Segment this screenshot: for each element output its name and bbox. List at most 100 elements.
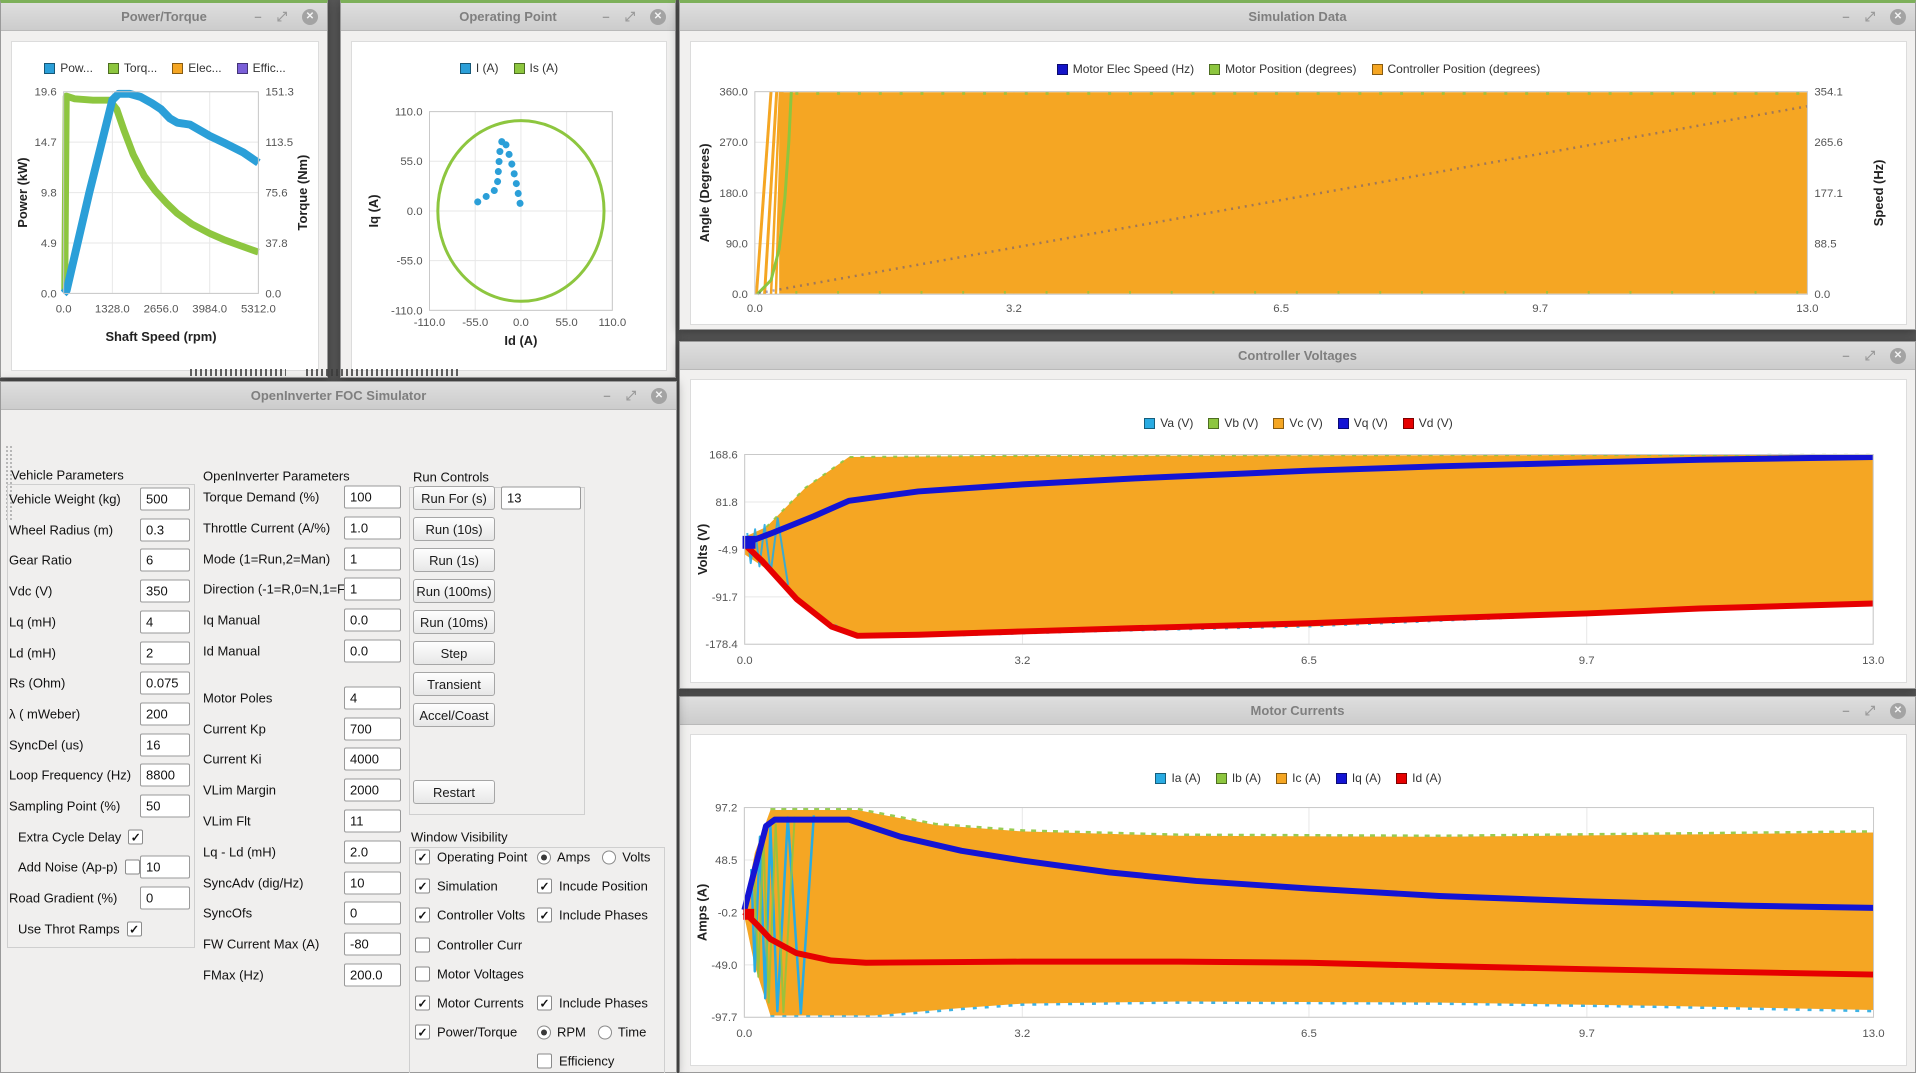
include-phases-checkbox[interactable]: ✓ [537,907,552,923]
minimize-icon[interactable]: – [1842,703,1850,718]
fw-current-max-a-input[interactable]: -80 [344,932,401,956]
power-torque-checkbox[interactable]: ✓ [415,1024,430,1040]
run-controls-heading: Run Controls [413,469,489,485]
vlim-flt-input[interactable]: 11 [344,809,401,833]
run-1s-button[interactable]: Run (1s) [413,548,495,572]
run-100ms-button[interactable]: Run (100ms) [413,579,495,603]
restore-icon[interactable]: ⤢ [625,388,636,403]
field-label-syncofs: SyncOfs [203,905,253,921]
close-icon[interactable]: ✕ [1890,8,1906,25]
close-icon[interactable]: ✕ [651,387,667,404]
titlebar[interactable]: OpenInverter FOC Simulator – ⤢ ✕ [1,382,676,410]
minimize-icon[interactable]: – [254,9,262,24]
lq-mh-input[interactable]: 4 [140,610,190,634]
simulation-checkbox[interactable]: ✓ [415,878,430,894]
close-icon[interactable]: ✕ [1890,347,1906,364]
volts-radio-option[interactable]: Volts [602,850,650,865]
syncadv-dig-hz-input[interactable]: 10 [344,871,401,895]
titlebar[interactable]: Power/Torque – ⤢ ✕ [1,3,327,31]
syncofs-input[interactable]: 0 [344,901,401,925]
sampling-point-input[interactable]: 50 [140,794,190,818]
minimize-icon[interactable]: – [1842,348,1850,363]
add-noise-ap-p-checkbox[interactable] [124,859,140,875]
run-for-s-input[interactable]: 13 [501,486,581,510]
motor-voltages-checkbox[interactable] [415,966,430,982]
mweber-input[interactable]: 200 [140,702,190,726]
svg-text:-97.7: -97.7 [711,1012,737,1024]
mode-1-run-2-man-input[interactable]: 1 [344,547,401,571]
restore-icon[interactable]: ⤢ [624,9,635,24]
current-kp-input[interactable]: 700 [344,717,401,741]
restore-icon[interactable]: ⤢ [1864,9,1875,24]
loop-frequency-hz-input[interactable]: 8800 [140,763,190,787]
minimize-icon[interactable]: – [1842,9,1850,24]
titlebar[interactable]: Simulation Data – ⤢ ✕ [680,3,1915,31]
titlebar[interactable]: Operating Point – ⤢ ✕ [341,3,675,31]
add-noise-ap-p-input[interactable]: 10 [140,855,190,879]
minimize-icon[interactable]: – [602,9,610,24]
lq-ld-mh-input[interactable]: 2.0 [344,840,401,864]
close-icon[interactable]: ✕ [650,8,666,25]
run-for-s-button[interactable]: Run For (s) [413,486,495,510]
time-radio-option[interactable]: Time [597,1025,646,1040]
window-visibility-heading: Window Visibility [411,829,508,845]
volts-radio[interactable] [602,850,617,864]
run-10ms-button[interactable]: Run (10ms) [413,610,495,634]
time-radio[interactable] [597,1025,612,1039]
amps-radio-option[interactable]: Amps [537,850,590,865]
restore-icon[interactable]: ⤢ [276,9,287,24]
vdc-v-input[interactable]: 350 [140,579,190,603]
ld-mh-input[interactable]: 2 [140,641,190,665]
wheel-radius-m-input[interactable]: 0.3 [140,518,190,542]
restore-icon[interactable]: ⤢ [1864,348,1875,363]
restart-button[interactable]: Restart [413,780,495,804]
motor-poles-input[interactable]: 4 [344,686,401,710]
fmax-hz-input[interactable]: 200.0 [344,963,401,987]
controller-volts-checkbox[interactable]: ✓ [415,907,430,923]
legend-label: Vc (V) [1289,416,1323,430]
motor-currents-checkbox[interactable]: ✓ [415,995,430,1011]
incude-position-checkbox[interactable]: ✓ [537,878,552,894]
svg-text:3984.0: 3984.0 [192,303,227,315]
operating-point-checkbox[interactable]: ✓ [415,849,430,865]
svg-text:Angle (Degrees): Angle (Degrees) [697,143,712,242]
wv-right-row-1: ✓ Incude Position [537,878,648,894]
syncdel-us-input[interactable]: 16 [140,733,190,757]
rpm-radio[interactable] [537,1025,551,1039]
extra-cycle-delay-checkbox[interactable]: ✓ [128,829,144,845]
minimize-icon[interactable]: – [603,388,611,403]
vlim-margin-input[interactable]: 2000 [344,778,401,802]
restore-icon[interactable]: ⤢ [1864,703,1875,718]
vehicle-weight-kg-input[interactable]: 500 [140,487,190,511]
include-phases-checkbox[interactable]: ✓ [537,995,552,1011]
id-manual-input[interactable]: 0.0 [344,639,401,663]
rpm-radio-option[interactable]: RPM [537,1025,586,1040]
step-button[interactable]: Step [413,641,495,665]
window-controller-voltages: Controller Voltages – ⤢ ✕ Va (V) Vb (V) Vc… [679,341,1916,689]
toolbar-grip[interactable] [5,445,14,520]
iq-manual-input[interactable]: 0.0 [344,608,401,632]
amps-radio[interactable] [537,850,551,864]
svg-text:0.0: 0.0 [407,206,423,218]
field-label-iq-manual: Iq Manual [203,612,261,628]
accel-coast-button[interactable]: Accel/Coast [413,703,495,727]
gear-ratio-input[interactable]: 6 [140,548,190,572]
titlebar[interactable]: Motor Currents – ⤢ ✕ [680,697,1915,725]
close-icon[interactable]: ✕ [1890,702,1906,719]
controller-curr-checkbox[interactable] [415,937,430,953]
transient-button[interactable]: Transient [413,672,495,696]
svg-text:90.0: 90.0 [726,239,748,251]
efficiency-checkbox[interactable] [537,1053,552,1069]
close-icon[interactable]: ✕ [302,8,318,25]
direction-1-r-0-n-1-f-input[interactable]: 1 [344,577,401,601]
rs-ohm-input[interactable]: 0.075 [140,671,190,695]
throttle-current-a-input[interactable]: 1.0 [344,516,401,540]
torque-demand-input[interactable]: 100 [344,485,401,509]
use-throt-ramps-checkbox[interactable]: ✓ [126,921,142,937]
titlebar[interactable]: Controller Voltages – ⤢ ✕ [680,342,1915,370]
current-ki-input[interactable]: 4000 [344,747,401,771]
road-gradient-input[interactable]: 0 [140,886,190,910]
field-label-rs-ohm: Rs (Ohm) [9,675,66,691]
run-10s-button[interactable]: Run (10s) [413,517,495,541]
